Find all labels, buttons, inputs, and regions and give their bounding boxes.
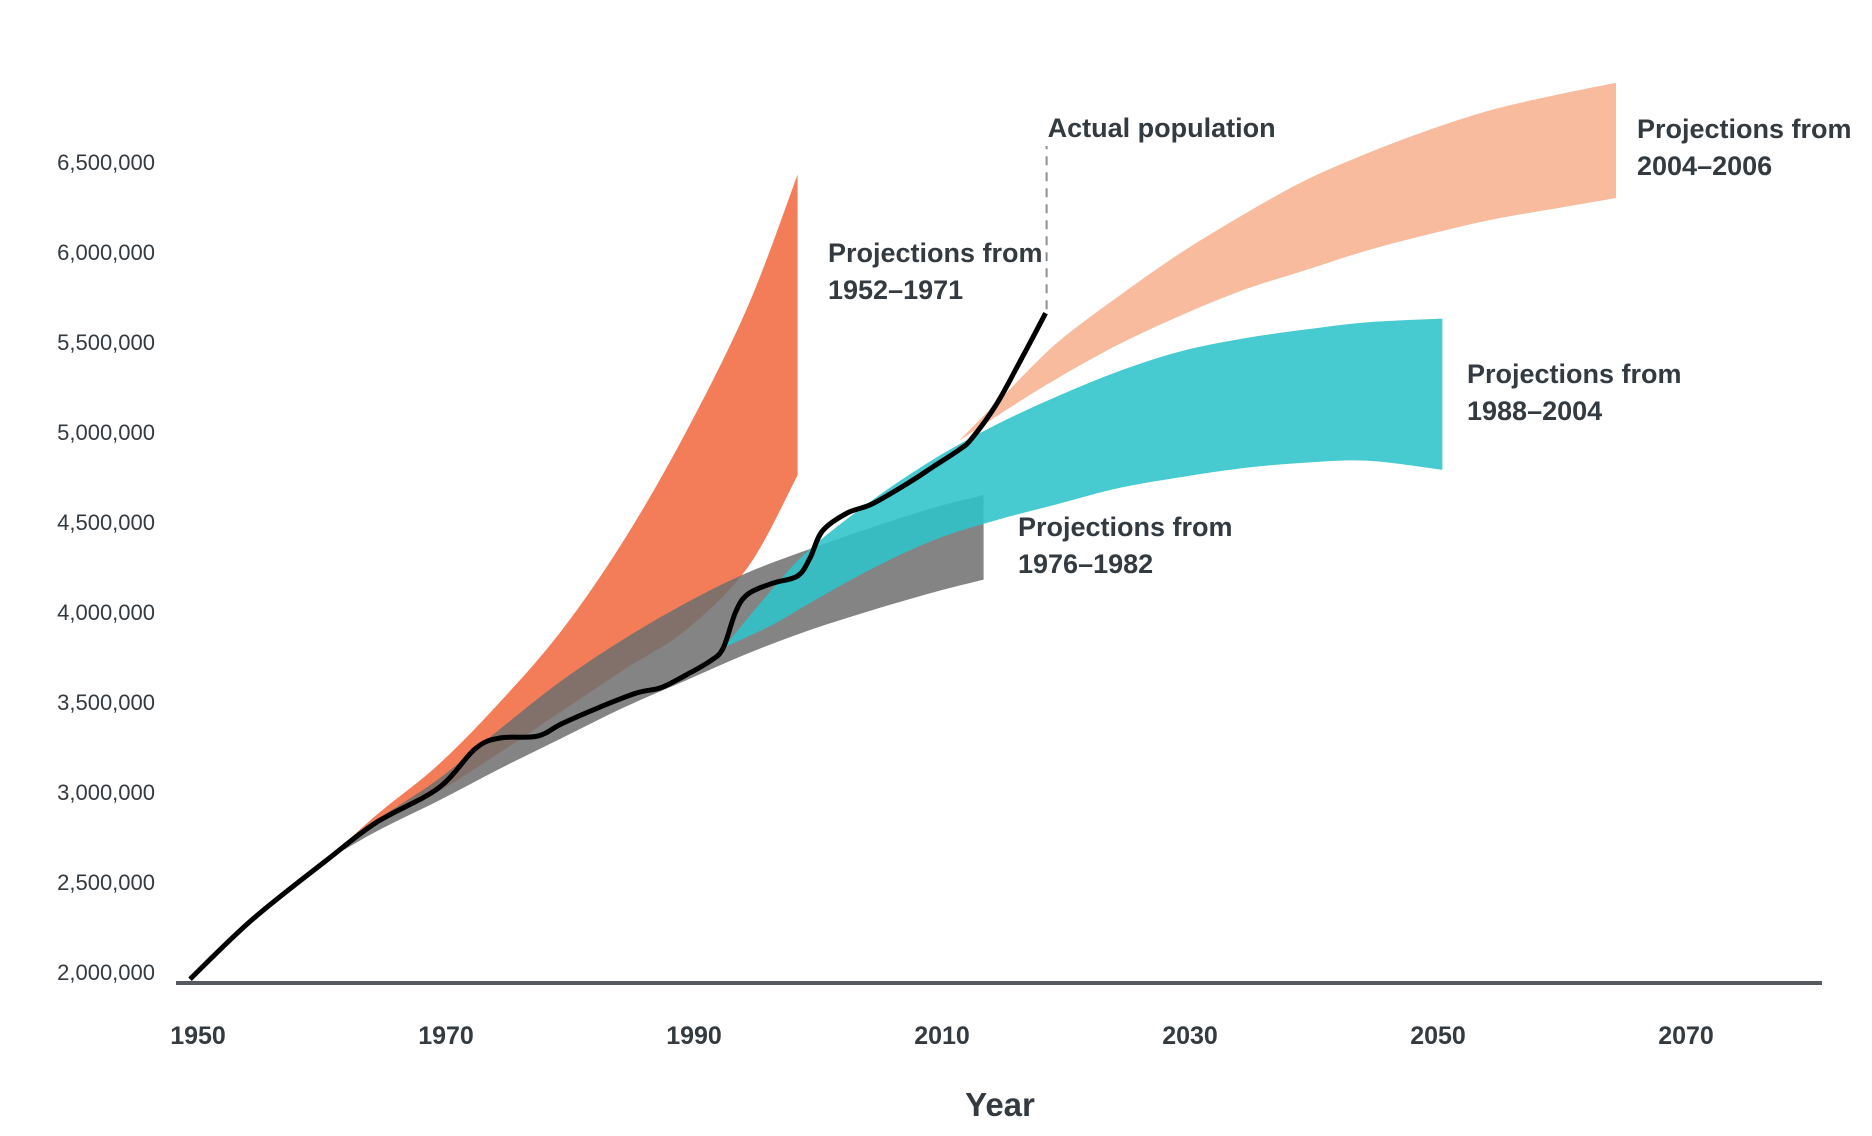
band-label-line: 1976–1982 bbox=[1018, 549, 1153, 579]
actual-population-label: Actual population bbox=[1048, 113, 1276, 143]
actual-population-line bbox=[188, 312, 1048, 982]
actual-population-series bbox=[188, 312, 1048, 982]
y-tick-label: 2,500,000 bbox=[57, 870, 155, 895]
y-tick-label: 2,000,000 bbox=[57, 960, 155, 985]
y-tick-label: 6,500,000 bbox=[57, 150, 155, 175]
x-axis-ticks: 1950 1970 1990 2010 2030 2050 2070 bbox=[170, 1022, 1714, 1050]
band-label: Projections from 2004–2006 bbox=[1637, 114, 1852, 181]
band-label-line: Projections from bbox=[1637, 114, 1852, 144]
band-label: Projections from 1988–2004 bbox=[1467, 359, 1682, 426]
y-tick-label: 6,000,000 bbox=[57, 240, 155, 265]
x-tick-label: 2010 bbox=[914, 1022, 970, 1050]
x-tick-label: 2050 bbox=[1410, 1022, 1466, 1050]
y-tick-label: 3,500,000 bbox=[57, 690, 155, 715]
y-tick-label: 3,000,000 bbox=[57, 780, 155, 805]
y-tick-label: 4,500,000 bbox=[57, 510, 155, 535]
band-label: Projections from 1976–1982 bbox=[1018, 512, 1233, 579]
band-2004–2006 bbox=[958, 82, 1616, 442]
band-1988–2004 bbox=[723, 318, 1443, 648]
x-tick-label: 1990 bbox=[666, 1022, 722, 1050]
x-tick-label: 1970 bbox=[418, 1022, 474, 1050]
y-axis-ticks: 2,000,000 2,500,000 3,000,000 3,500,000 4,00… bbox=[57, 150, 155, 985]
y-tick-label: 5,000,000 bbox=[57, 420, 155, 445]
projection-bands bbox=[326, 82, 1616, 861]
x-tick-label: 2070 bbox=[1658, 1022, 1714, 1050]
band-label-line: Projections from bbox=[1018, 512, 1233, 542]
y-tick-label: 5,500,000 bbox=[57, 330, 155, 355]
x-tick-label: 1950 bbox=[170, 1022, 226, 1050]
band-label-line: Projections from bbox=[1467, 359, 1682, 389]
x-tick-label: 2030 bbox=[1162, 1022, 1218, 1050]
band-1952–1971 bbox=[326, 174, 798, 861]
band-label: Projections from 1952–1971 bbox=[828, 238, 1043, 305]
band-label-line: 1988–2004 bbox=[1467, 396, 1602, 426]
band-label-line: 1952–1971 bbox=[828, 275, 963, 305]
band-label-line: Projections from bbox=[828, 238, 1043, 268]
x-axis-title: Year bbox=[965, 1086, 1035, 1123]
y-tick-label: 4,000,000 bbox=[57, 600, 155, 625]
band-label-line: 2004–2006 bbox=[1637, 151, 1772, 181]
